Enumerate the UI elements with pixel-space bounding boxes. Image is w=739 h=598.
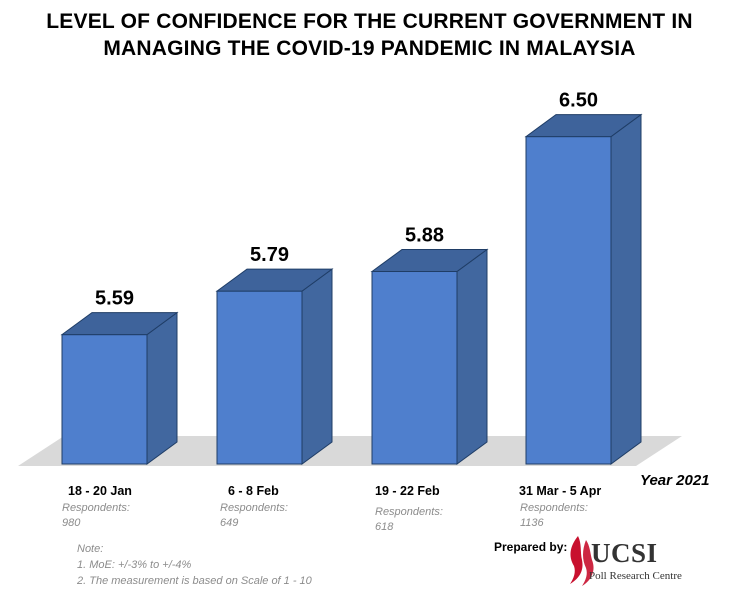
- bar-side-3: [456, 248, 488, 465]
- respondents-label-1: Respondents:: [62, 502, 130, 514]
- category-label-4: 31 Mar - 5 Apr: [519, 484, 602, 498]
- x-axis-label: Year 2021: [640, 472, 710, 489]
- ucsi-flame-logo-icon: [570, 536, 594, 586]
- value-label-2: 5.79: [250, 244, 289, 266]
- chart-title-line-2: MANAGING THE COVID-19 PANDEMIC IN MALAYS…: [103, 37, 636, 60]
- bar-top-2: [215, 268, 334, 292]
- category-label-2: 6 - 8 Feb: [228, 484, 279, 498]
- floor-plane: [18, 436, 682, 466]
- bar-top-4: [524, 114, 643, 138]
- respondents-value-1: 980: [62, 517, 81, 529]
- bar-side-1: [146, 311, 178, 465]
- bar-top-1: [60, 312, 179, 336]
- note-heading: Note:: [77, 543, 104, 555]
- value-label-3: 5.88: [405, 225, 444, 247]
- respondents-label-2: Respondents:: [220, 502, 288, 514]
- respondents-label-4: Respondents:: [520, 502, 588, 514]
- respondents-label-3: Respondents:: [375, 506, 443, 518]
- bar-side-4: [610, 113, 642, 465]
- bar-4: [525, 136, 612, 465]
- bar-1: [61, 334, 148, 465]
- value-label-1: 5.59: [95, 288, 134, 310]
- chart-title-line-1: LEVEL OF CONFIDENCE FOR THE CURRENT GOVE…: [46, 10, 693, 33]
- prepared-by-label: Prepared by:: [494, 540, 568, 554]
- bar-side-2: [301, 268, 333, 465]
- logo-text: UCSI: [591, 538, 658, 568]
- value-label-4: 6.50: [559, 90, 598, 112]
- respondents-value-2: 649: [220, 517, 239, 529]
- respondents-value-3: 618: [375, 521, 394, 533]
- bar-2: [216, 290, 303, 465]
- category-label-1: 18 - 20 Jan: [68, 484, 132, 498]
- logo-subtext: Poll Research Centre: [589, 570, 682, 582]
- notes: Note: 1. MoE: +/-3% to +/-4% 2. The meas…: [77, 541, 312, 589]
- category-label-3: 19 - 22 Feb: [375, 484, 440, 498]
- bar-3: [371, 271, 458, 465]
- note-line-2: 2. The measurement is based on Scale of …: [77, 575, 312, 587]
- chart-title: LEVEL OF CONFIDENCE FOR THE CURRENT GOVE…: [40, 8, 699, 62]
- bar-top-3: [370, 249, 489, 273]
- note-line-1: 1. MoE: +/-3% to +/-4%: [77, 559, 192, 571]
- respondents-value-4: 1136: [520, 517, 544, 529]
